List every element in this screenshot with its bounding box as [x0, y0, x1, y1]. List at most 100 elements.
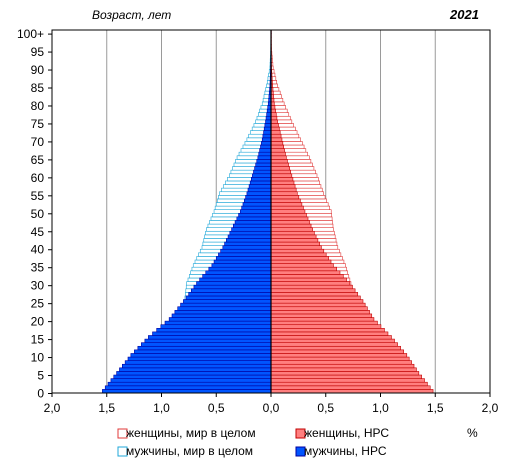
male-ldc-bar [233, 223, 272, 228]
legend-swatch [295, 428, 306, 439]
female-ldc-bar [270, 112, 277, 117]
male-ldc-bar [261, 137, 272, 142]
female-ldc-bar [270, 227, 313, 232]
male-ldc-bar [243, 198, 272, 203]
x-tick-label: 0,5 [208, 401, 225, 415]
legend: женщины, мир в целом женщины, НРС мужчины,… [117, 426, 389, 458]
male-ldc-bar [110, 378, 272, 383]
female-ldc-bar [270, 302, 366, 308]
female-ldc-bar [270, 133, 282, 139]
legend-swatch [295, 446, 306, 457]
x-tick-label: 1,5 [427, 401, 444, 415]
y-tick-label: 70 [31, 135, 45, 149]
male-ldc-bar [241, 205, 272, 211]
female-ldc-bar [270, 187, 297, 193]
male-ldc-bar [152, 331, 272, 336]
male-ldc-bar [215, 256, 272, 261]
female-ldc-bar [270, 292, 359, 297]
female-ldc-bar [270, 363, 415, 369]
male-ldc-bar [160, 324, 272, 329]
male-ldc-bar [231, 227, 272, 232]
female-ldc-bar [270, 162, 289, 167]
female-ldc-bar [270, 317, 375, 322]
y-tick-label: 75 [31, 117, 45, 131]
male-ldc-bar [254, 166, 272, 171]
y-tick-label: 15 [31, 333, 45, 347]
female-ldc-bar [270, 115, 278, 121]
female-ldc-bar [270, 259, 332, 264]
y-tick-label: 20 [31, 315, 45, 329]
male-ldc-bar [249, 180, 272, 185]
male-ldc-bar [247, 187, 272, 193]
male-ldc-bar [259, 148, 272, 153]
male-ldc-bar [265, 119, 272, 124]
female-ldc-bar [270, 144, 284, 149]
female-ldc-bar [270, 371, 420, 376]
x-tick-label: 2,0 [482, 401, 499, 415]
y-tick-label: 80 [31, 99, 45, 113]
y-tick-label: 100+ [17, 27, 44, 41]
female-ldc-bar [270, 284, 353, 290]
female-ldc-bar [270, 159, 288, 164]
female-ldc-bar [270, 205, 304, 211]
female-ldc-bar [270, 263, 334, 268]
y-tick-label: 65 [31, 153, 45, 167]
legend-label: мужчины, НРС [304, 444, 387, 458]
male-ldc-bar [229, 230, 272, 236]
y-tick-label: 10 [31, 351, 45, 365]
male-ldc-bar [260, 144, 272, 149]
female-ldc-bar [270, 220, 310, 225]
female-ldc-bar [270, 241, 320, 246]
female-ldc-bar [270, 256, 329, 261]
y-tick-label: 25 [31, 297, 45, 311]
female-ldc-bar [270, 328, 385, 333]
legend-swatch [117, 428, 128, 439]
female-ldc-bar [270, 173, 293, 178]
female-ldc-bar [270, 184, 296, 189]
female-ldc-bar [270, 108, 276, 113]
y-tick-label: 30 [31, 279, 45, 293]
female-ldc-bar [270, 248, 325, 254]
female-ldc-bar [270, 230, 315, 236]
male-ldc-bar [246, 191, 272, 196]
female-ldc-bar [270, 310, 370, 315]
male-ldc-bar [234, 220, 272, 225]
y-axis-title: Возраст, лет [92, 8, 171, 22]
male-ldc-bar [180, 302, 272, 308]
x-tick-label: 0,0 [263, 401, 280, 415]
female-ldc-bar [270, 378, 425, 383]
male-ldc-bar [148, 335, 272, 340]
male-ldc-bar [213, 259, 272, 264]
female-ldc-bar [270, 123, 279, 128]
male-ldc-bar [263, 130, 272, 135]
female-ldc-bar [270, 281, 351, 286]
female-ldc-bar [270, 151, 286, 157]
male-ldc-bar [265, 115, 272, 121]
female-ldc-bar [270, 342, 398, 347]
female-ldc-bar [270, 252, 327, 257]
male-ldc-bar [236, 216, 272, 221]
male-ldc-bar [264, 123, 272, 128]
male-ldc-bar [202, 274, 272, 279]
y-tick-label: 55 [31, 189, 45, 203]
x-tick-label: 1,0 [372, 401, 389, 415]
female-ldc-bar [270, 313, 373, 318]
male-ldc-bar [240, 209, 272, 214]
male-ldc-bar [183, 299, 272, 304]
female-ldc-bar [270, 306, 368, 311]
female-ldc-bar [270, 270, 341, 275]
y-tick-label: 40 [31, 243, 45, 257]
male-ldc-bar [224, 241, 272, 246]
male-ldc-bar [263, 126, 272, 131]
bars-group [102, 29, 434, 394]
male-ldc-bar [190, 288, 272, 293]
male-ldc-bar [127, 356, 272, 361]
female-ldc-bar [270, 295, 361, 300]
female-ldc-bar [270, 324, 382, 329]
male-ldc-bar [188, 292, 272, 297]
legend-label: женщины, НРС [304, 426, 389, 440]
female-ldc-bar [270, 349, 405, 354]
male-ldc-bar [137, 345, 272, 351]
female-ldc-bar [270, 374, 422, 379]
chart-year: 2021 [449, 7, 479, 22]
